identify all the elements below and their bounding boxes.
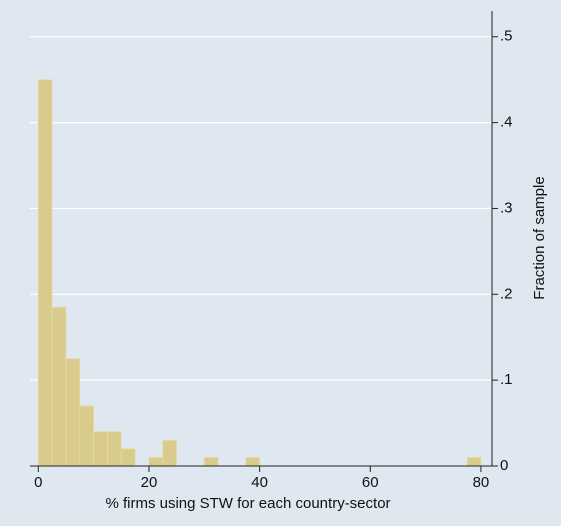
bar [79, 405, 95, 467]
bar [65, 358, 81, 467]
bar [107, 431, 122, 467]
bar [120, 448, 136, 467]
bar [162, 439, 178, 467]
x-tick-label: 40 [251, 474, 268, 491]
bar [148, 457, 164, 467]
bar [37, 79, 53, 467]
x-tick-label: 80 [473, 474, 490, 491]
x-tick-label: 60 [362, 474, 379, 491]
y-tick-label: .4 [500, 114, 513, 131]
bar [245, 457, 261, 467]
y-tick-label: .2 [500, 285, 513, 302]
bar [93, 431, 108, 467]
y-axis-title: Fraction of sample [531, 176, 548, 299]
x-tick-label: 20 [141, 474, 158, 491]
x-axis-title: % firms using STW for each country-secto… [105, 495, 390, 512]
bar [51, 306, 67, 467]
x-tick-label: 0 [34, 474, 42, 491]
y-tick-label: .3 [500, 199, 513, 216]
bar [466, 457, 482, 467]
y-tick-label: 0 [500, 457, 508, 474]
y-tick-label: .5 [500, 28, 513, 45]
y-tick-label: .1 [500, 371, 513, 388]
bar [203, 457, 219, 467]
